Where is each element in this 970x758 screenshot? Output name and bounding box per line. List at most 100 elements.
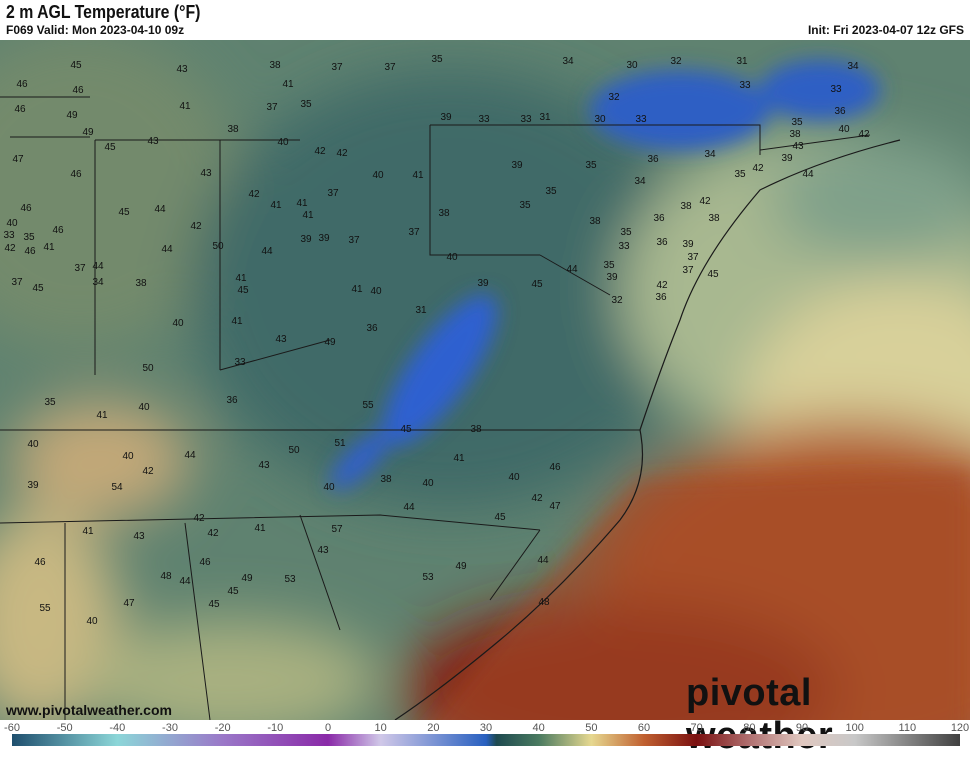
station-temperature: 32 xyxy=(670,56,682,67)
station-temperature: 40 xyxy=(172,318,184,329)
station-temperature: 40 xyxy=(6,218,18,229)
website-link[interactable]: www.pivotalweather.com xyxy=(6,702,172,718)
station-temperature: 46 xyxy=(24,246,36,257)
station-temperature: 34 xyxy=(92,277,104,288)
station-temperature: 53 xyxy=(422,572,434,583)
station-temperature: 37 xyxy=(331,62,343,73)
station-temperature: 42 xyxy=(248,189,260,200)
station-temperature: 40 xyxy=(838,124,850,135)
station-temperature: 40 xyxy=(122,451,134,462)
station-temperature: 42 xyxy=(656,280,668,291)
station-temperature: 45 xyxy=(494,512,506,523)
station-temperature: 40 xyxy=(277,137,289,148)
colorbar-tick-label: 0 xyxy=(325,722,331,734)
station-temperature: 38 xyxy=(269,60,281,71)
station-temperature: 36 xyxy=(655,292,667,303)
station-temperature: 55 xyxy=(39,603,51,614)
station-temperature: 46 xyxy=(70,169,82,180)
station-temperature: 33 xyxy=(478,114,490,125)
station-temperature: 40 xyxy=(138,402,150,413)
station-temperature: 41 xyxy=(296,198,308,209)
station-temperature: 33 xyxy=(635,114,647,125)
station-temperature: 36 xyxy=(834,106,846,117)
station-temperature: 42 xyxy=(752,163,764,174)
station-temperature: 50 xyxy=(142,363,154,374)
station-temperature: 41 xyxy=(351,284,363,295)
colorbar-ticks: -60 -50 -40 -30 -20 -10 0 10 20 30 40 50 60 70 80 90 100… xyxy=(4,722,969,734)
colorbar-tick-label: 60 xyxy=(638,722,650,734)
station-temperature: 39 xyxy=(781,153,793,164)
colorbar-tick-label: -40 xyxy=(109,722,125,734)
station-temperature: 37 xyxy=(682,265,694,276)
station-temperature: 34 xyxy=(704,149,716,160)
station-temperature: 46 xyxy=(52,225,64,236)
station-temperature: 46 xyxy=(14,104,26,115)
station-temperature: 35 xyxy=(44,397,56,408)
station-temperature: 45 xyxy=(531,279,543,290)
station-temperature: 43 xyxy=(258,460,270,471)
station-temperature: 57 xyxy=(331,524,343,535)
station-temperature: 50 xyxy=(288,445,300,456)
station-temperature: 37 xyxy=(348,235,360,246)
station-temperature: 43 xyxy=(200,168,212,179)
station-temperature: 46 xyxy=(72,85,84,96)
station-temperature: 37 xyxy=(687,252,699,263)
colorbar-tick-label: 110 xyxy=(899,722,917,734)
station-temperature: 49 xyxy=(324,337,336,348)
station-temperature: 38 xyxy=(589,216,601,227)
station-temperature: 39 xyxy=(511,160,523,171)
station-temperature: 43 xyxy=(133,531,145,542)
station-temperature: 44 xyxy=(161,244,173,255)
station-temperature: 35 xyxy=(23,232,35,243)
station-temperature: 42 xyxy=(858,129,870,140)
colorbar-tick-label: 90 xyxy=(796,722,808,734)
colorbar-tick-label: 80 xyxy=(743,722,755,734)
station-temperature: 35 xyxy=(545,186,557,197)
station-temperature: 40 xyxy=(86,616,98,627)
colorbar-tick-label: -30 xyxy=(162,722,178,734)
station-temperature: 45 xyxy=(118,207,130,218)
station-temperature: 42 xyxy=(4,243,16,254)
station-temperature: 41 xyxy=(82,526,94,537)
station-temperature: 40 xyxy=(446,252,458,263)
station-temperature: 34 xyxy=(634,176,646,187)
station-temperature: 30 xyxy=(594,114,606,125)
station-temperature: 44 xyxy=(184,450,196,461)
station-temperature: 48 xyxy=(538,597,550,608)
station-temperature: 43 xyxy=(176,64,188,75)
temperature-map: 45 43 38 37 37 35 34 30 32 31 34 46 46 49 41 37 41 35 33 46… xyxy=(0,40,970,720)
station-temperature: 40 xyxy=(370,286,382,297)
station-temperature: 40 xyxy=(508,472,520,483)
station-temperature: 45 xyxy=(208,599,220,610)
colorbar-tick-label: -50 xyxy=(57,722,73,734)
station-temperature: 51 xyxy=(334,438,346,449)
station-temperature: 45 xyxy=(237,285,249,296)
station-temperature: 42 xyxy=(699,196,711,207)
station-temperature: 31 xyxy=(736,56,748,67)
station-temperature: 45 xyxy=(104,142,116,153)
station-temperature: 53 xyxy=(284,574,296,585)
station-temperature: 41 xyxy=(43,242,55,253)
station-temperature: 47 xyxy=(12,154,24,165)
station-temperature: 31 xyxy=(415,305,427,316)
station-temperature: 39 xyxy=(606,272,618,283)
station-temperature: 44 xyxy=(261,246,273,257)
station-temperature: 39 xyxy=(477,278,489,289)
station-temperature: 47 xyxy=(549,501,561,512)
station-temperature: 41 xyxy=(302,210,314,221)
station-temperature: 37 xyxy=(11,277,23,288)
station-temperature: 45 xyxy=(32,283,44,294)
station-temperature: 45 xyxy=(70,60,82,71)
station-temperature: 32 xyxy=(611,295,623,306)
station-temperature: 35 xyxy=(603,260,615,271)
station-temperature: 46 xyxy=(34,557,46,568)
station-temperature: 49 xyxy=(66,110,78,121)
station-temperature: 35 xyxy=(791,117,803,128)
colorbar-tick-label: 40 xyxy=(533,722,545,734)
station-temperature: 44 xyxy=(802,169,814,180)
station-temperature: 50 xyxy=(212,241,224,252)
station-temperature: 37 xyxy=(384,62,396,73)
station-temperature: 38 xyxy=(680,201,692,212)
station-temperature: 43 xyxy=(147,136,159,147)
station-temperature: 38 xyxy=(135,278,147,289)
